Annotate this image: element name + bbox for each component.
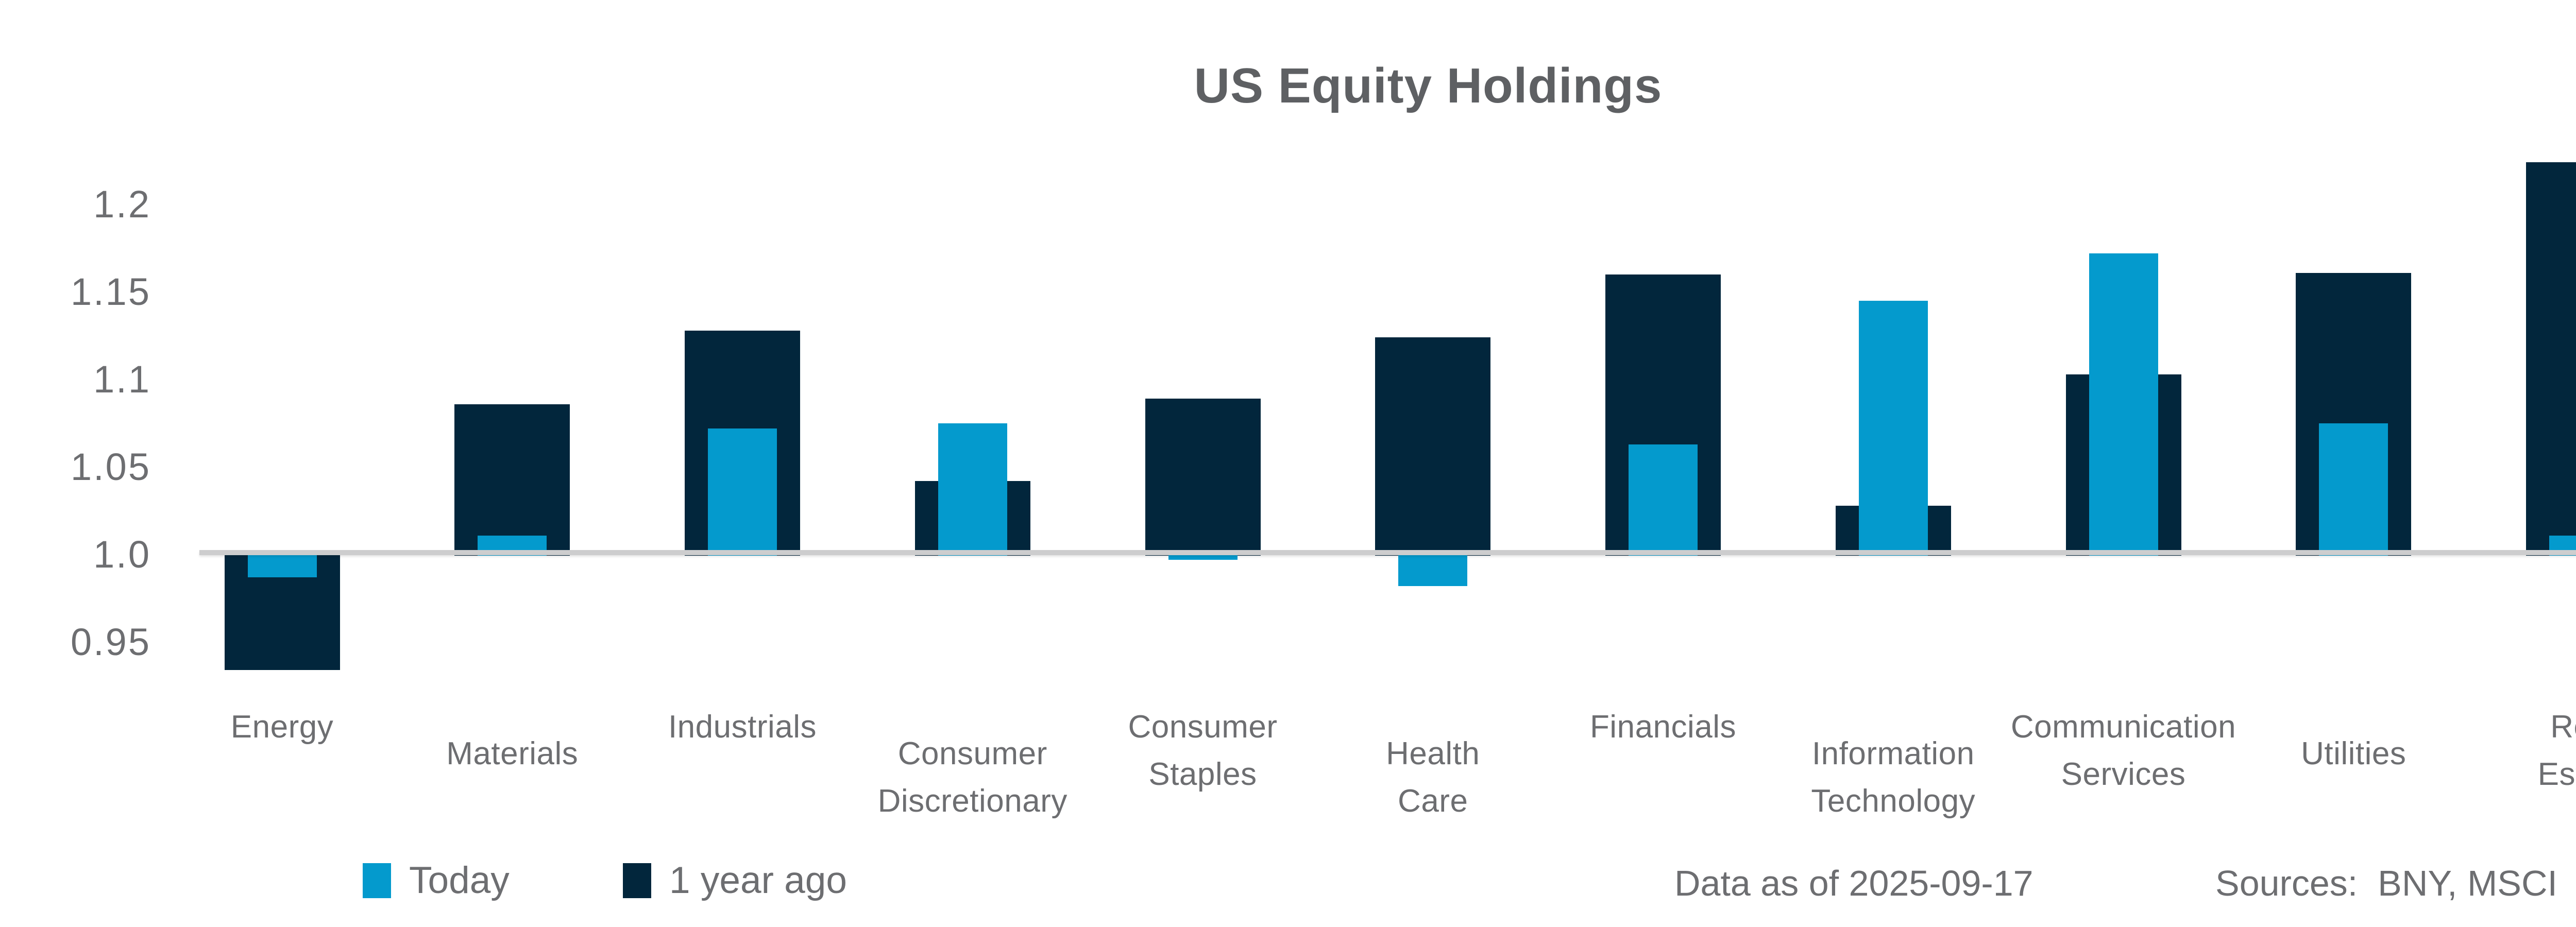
x-axis-label-materials: Materials xyxy=(446,736,579,771)
bar-today-energy xyxy=(247,551,317,578)
bar-year-ago-materials xyxy=(454,404,570,556)
x-axis-label-communication-services: Communication Services xyxy=(2010,709,2236,792)
bar-today-utilities xyxy=(2319,423,2388,556)
bar-year-ago-consumer-staples xyxy=(1145,399,1261,556)
legend-label-year-ago: 1 year ago xyxy=(669,860,847,901)
x-axis-label-health-care: Health Care xyxy=(1386,736,1480,819)
y-tick-label: 1.1 xyxy=(93,358,151,401)
y-tick-label: 1.05 xyxy=(70,445,151,488)
x-axis-label-information-technology: Information Technology xyxy=(1811,736,1976,819)
legend-item-year-ago: 1 year ago xyxy=(623,860,847,901)
legend-item-today: Today xyxy=(363,860,510,901)
x-axis-label-utilities: Utilities xyxy=(2301,736,2406,771)
x-axis-label-real-estate: RealEstate xyxy=(2537,709,2576,792)
x-axis-label-consumer-discretionary: Consumer Discretionary xyxy=(877,736,1067,819)
x-axis-label-consumer-staples: Consumer Staples xyxy=(1128,709,1278,792)
bar-today-communication-services xyxy=(2089,253,2158,556)
legend-label-today: Today xyxy=(409,860,510,901)
sources-note: Sources: BNY, MSCI xyxy=(2215,863,2557,903)
bar-today-consumer-discretionary xyxy=(938,423,1007,556)
legend-swatch-year-ago xyxy=(623,863,651,898)
bar-year-ago-real-estate xyxy=(2526,162,2576,556)
bar-today-financials xyxy=(1629,444,1698,556)
y-tick-label: 1.15 xyxy=(70,270,151,313)
y-tick-label: 1.0 xyxy=(93,533,151,576)
y-tick-label: 0.95 xyxy=(70,621,151,663)
x-axis-label-industrials: Industrials xyxy=(668,709,817,745)
y-tick-label: 1.2 xyxy=(93,183,151,226)
x-axis-label-energy: Energy xyxy=(230,709,334,745)
bar-today-health-care xyxy=(1398,551,1468,587)
bar-year-ago-health-care xyxy=(1375,337,1491,556)
legend-swatch-today xyxy=(363,863,391,898)
bar-today-industrials xyxy=(708,428,777,556)
bar-today-information-technology xyxy=(1858,301,1928,556)
x-axis-baseline xyxy=(199,550,2576,555)
x-axis-label-financials: Financials xyxy=(1589,709,1737,745)
data-as-of-note: Data as of 2025-09-17 xyxy=(1674,863,2033,903)
chart-title: US Equity Holdings xyxy=(1194,58,1663,113)
